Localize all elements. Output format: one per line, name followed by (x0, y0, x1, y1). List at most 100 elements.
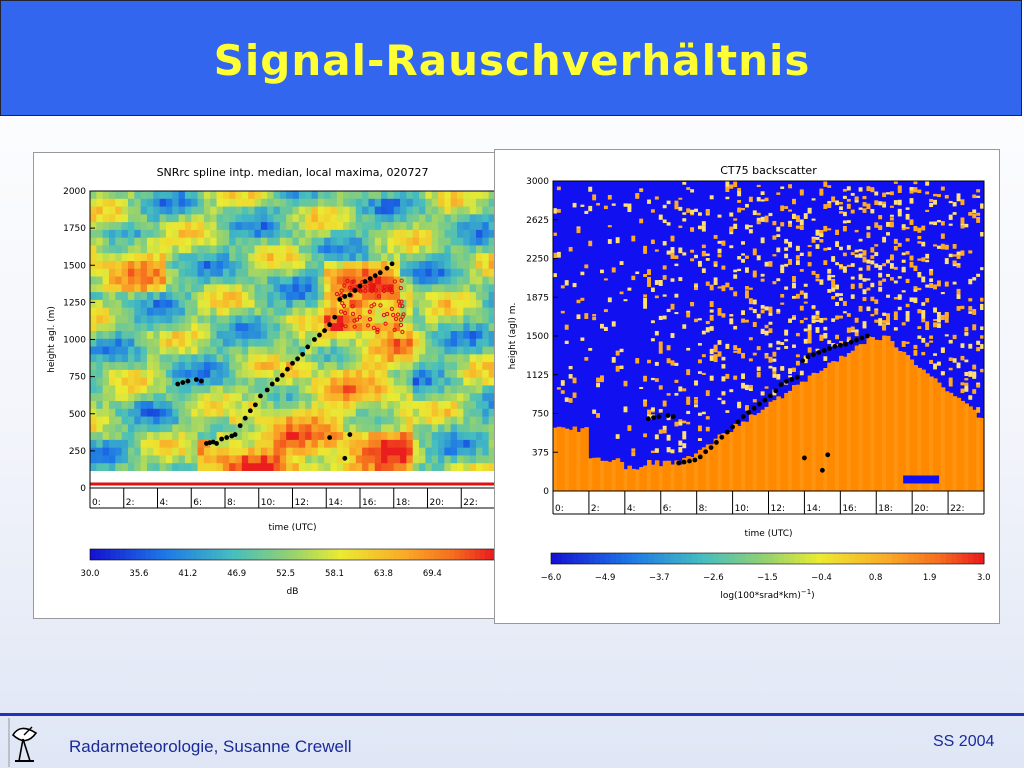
heatmap-cell (292, 455, 300, 464)
heatmap-cell (115, 229, 123, 239)
heatmap-cell (438, 323, 445, 332)
noise-speckle (780, 186, 785, 189)
heatmap-cell (419, 198, 426, 208)
noise-speckle (799, 189, 804, 194)
local-maximum-point (342, 310, 348, 316)
heatmap-cell (406, 416, 414, 425)
heatmap-cell (450, 307, 458, 317)
noise-speckle (831, 256, 836, 261)
noise-speckle (921, 310, 926, 314)
heatmap-cell (134, 432, 142, 441)
heatmap-cell (115, 253, 123, 262)
heatmap-cell (292, 299, 300, 309)
noise-speckle (553, 273, 557, 278)
noise-speckle (784, 263, 789, 267)
heatmap-cell (482, 206, 490, 215)
noise-speckle (940, 186, 945, 191)
heatmap-cell (216, 393, 224, 402)
x-tick-label: 0: (555, 504, 564, 514)
heatmap-cell (393, 463, 401, 472)
noise-speckle (580, 204, 585, 207)
noise-speckle (799, 269, 804, 272)
noise-speckle (639, 189, 644, 193)
heatmap-cell (431, 307, 439, 317)
heatmap-cell (286, 354, 294, 363)
heatmap-cell (469, 369, 477, 379)
heatmap-cell (469, 377, 477, 387)
heatmap-cell (286, 369, 294, 379)
heatmap-cell (355, 229, 363, 239)
heatmap-cell (121, 385, 129, 394)
heatmap-cell (298, 323, 306, 332)
heatmap-cell (349, 424, 357, 433)
heatmap-cell (381, 338, 389, 348)
heatmap-cell (305, 315, 313, 324)
heatmap-cell (286, 307, 294, 317)
heatmap-cell (482, 237, 490, 247)
noise-speckle (643, 294, 648, 298)
heatmap-cell (115, 455, 123, 464)
noise-speckle (666, 250, 671, 255)
heatmap-cell (387, 401, 395, 410)
noise-speckle (850, 276, 855, 280)
noise-speckle (607, 297, 612, 303)
heatmap-cell (90, 284, 97, 293)
heatmap-cell (457, 393, 464, 402)
heatmap-cell (279, 268, 287, 278)
noise-speckle (741, 382, 745, 389)
noise-speckle (553, 252, 557, 259)
heatmap-cell (476, 362, 483, 371)
noise-speckle (776, 340, 781, 345)
heatmap-cell (273, 222, 281, 231)
noise-speckle (619, 348, 624, 353)
x-tick-label: 8: (699, 504, 708, 514)
heatmap-cell (425, 463, 433, 472)
boundary-layer-column (874, 339, 879, 491)
heatmap-cell (336, 229, 344, 239)
heatmap-cell (108, 432, 116, 441)
noise-speckle (889, 221, 894, 226)
heatmap-cell (393, 447, 401, 457)
heatmap-cell (197, 416, 205, 425)
heatmap-cell (248, 237, 256, 247)
heatmap-cell (305, 432, 313, 441)
heatmap-cell (90, 268, 97, 278)
noise-speckle (686, 347, 691, 351)
heatmap-cell (159, 338, 167, 348)
heatmap-cell (324, 401, 332, 410)
heatmap-cell (406, 463, 414, 472)
heatmap-cell (210, 385, 218, 394)
heatmap-cell (412, 463, 420, 472)
noise-speckle (674, 203, 679, 210)
noise-speckle (686, 187, 691, 190)
noise-speckle (968, 311, 973, 314)
heatmap-cell (273, 191, 281, 200)
noise-speckle (933, 193, 937, 197)
noise-speckle (662, 265, 667, 270)
noise-speckle (839, 315, 843, 319)
heatmap-cell (438, 191, 445, 200)
colorbar-segment (756, 553, 763, 564)
heatmap-cell (355, 307, 363, 317)
heatmap-cell (476, 237, 483, 247)
noise-speckle (921, 257, 926, 262)
detected-height-point (708, 445, 714, 450)
heatmap-cell (165, 447, 173, 457)
colorbar-segment (643, 553, 649, 564)
heatmap-cell (330, 408, 338, 418)
heatmap-cell (172, 292, 180, 301)
heatmap-cell (368, 463, 376, 472)
heatmap-cell (444, 439, 452, 449)
noise-speckle (717, 351, 722, 357)
heatmap-field (553, 181, 985, 491)
noise-speckle (842, 195, 847, 199)
heatmap-cell (286, 237, 294, 247)
heatmap-cell (184, 299, 192, 309)
heatmap-cell (279, 401, 287, 410)
detected-height-point (789, 377, 795, 382)
heatmap-cell (381, 315, 389, 324)
local-maximum-point (370, 286, 375, 291)
heatmap-cell (463, 198, 471, 208)
heatmap-cell (134, 416, 142, 425)
noise-speckle (772, 373, 777, 378)
